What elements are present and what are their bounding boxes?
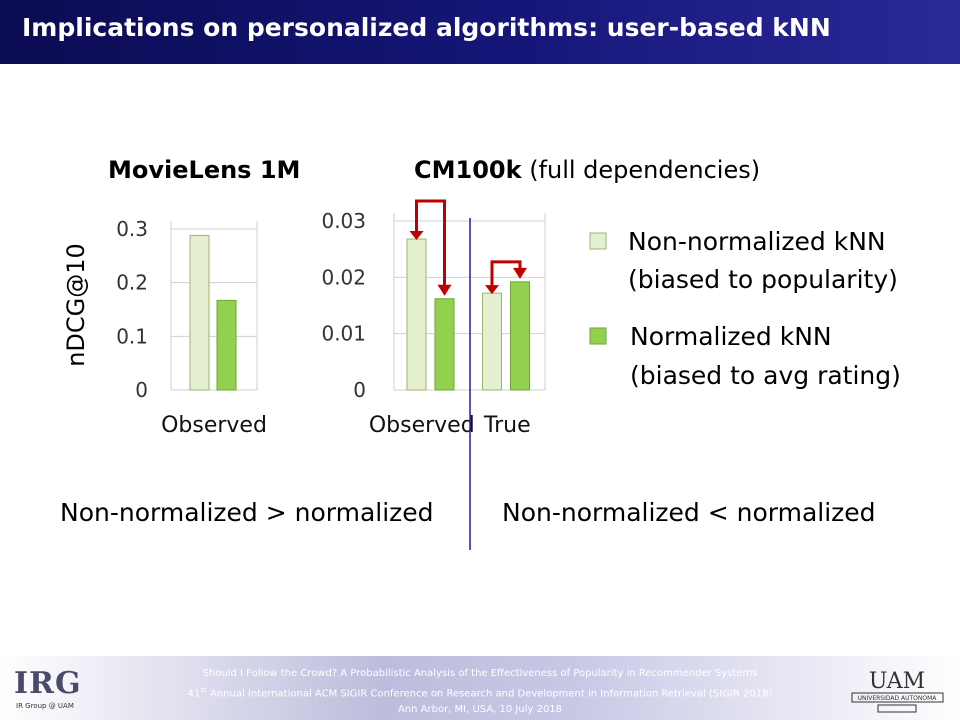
x-category-label: Observed: [161, 413, 267, 438]
bar: [189, 234, 210, 391]
footer-line3: Ann Arbor, MI, USA, 10 July 2018: [397, 704, 563, 716]
y-axis-label: nDCG@10: [62, 243, 90, 367]
legend-normalized-line2: (biased to avg rating): [630, 361, 901, 390]
legend-non-normalized-line1: Non-normalized kNN: [628, 227, 886, 256]
conclusion-right: Non-normalized < normalized: [502, 498, 876, 527]
chart2-title-rest: (full dependencies): [522, 156, 761, 184]
irg-caption: IR Group @ UAM: [16, 702, 74, 710]
arrow-tail-head: [409, 231, 424, 241]
y-tick-label: 0.2: [116, 271, 148, 295]
footer-line1: Should I Follow the Crowd? A Probabilist…: [202, 668, 758, 679]
arrow-head: [437, 284, 452, 296]
chart2-title-bold: CM100k: [414, 156, 523, 184]
irg-logo: IRG: [14, 666, 82, 701]
change-arrow: [415, 199, 446, 287]
title-bar: Implications on personalized algorithms:…: [0, 0, 960, 64]
footer-line2: 41st Annual International ACM SIGIR Conf…: [120, 682, 840, 702]
arrow-head: [513, 267, 527, 279]
legend-swatch-normalized: [589, 327, 607, 345]
legend-normalized-line1: Normalized kNN: [630, 322, 832, 351]
footer-line2-num: 41: [187, 688, 201, 700]
slide-title: Implications on personalized algorithms:…: [22, 13, 831, 42]
uam-caption: UNIVERSIDAD AUTONOMA: [858, 695, 938, 702]
y-tick-label: 0.02: [321, 265, 366, 289]
arrow-tail-head: [485, 285, 499, 295]
uam-logo: UAM UNIVERSIDAD AUTONOMA: [851, 669, 944, 713]
bar: [406, 238, 427, 391]
x-category-label: Observed: [369, 413, 475, 438]
x-category-label: True: [483, 413, 531, 438]
conclusion-left: Non-normalized > normalized: [60, 498, 434, 527]
bar: [482, 292, 502, 391]
chart-movielens: 0 0.1 0.2 0.3 Observed: [116, 217, 267, 438]
bar: [216, 299, 237, 391]
chart1-title: MovieLens 1M: [108, 156, 300, 184]
charts-area: MovieLens 1M CM100k (full dependencies) …: [60, 156, 901, 550]
uam-logo-text: UAM: [869, 669, 925, 694]
footer-line2-sup: st: [200, 686, 207, 694]
y-tick-label: 0.01: [321, 322, 366, 346]
y-tick-label: 0: [135, 378, 148, 402]
footer-line2-rest: Annual International ACM SIGIR Conferenc…: [206, 688, 773, 700]
bar: [434, 298, 455, 391]
legend-swatch-non-normalized: [589, 232, 607, 250]
footer-text: Should I Follow the Crowd? A Probabilist…: [120, 666, 840, 718]
y-tick-label: 0.3: [116, 217, 148, 241]
legend-non-normalized-line2: (biased to popularity): [628, 265, 898, 294]
bar: [510, 281, 530, 391]
change-arrow: [490, 260, 522, 288]
chart2-title: CM100k (full dependencies): [414, 156, 760, 184]
chart-cm100k: 0 0.01 0.02 0.03 Observed True: [321, 209, 546, 438]
y-tick-label: 0: [353, 378, 366, 402]
arrows: [409, 199, 527, 296]
y-tick-label: 0.03: [321, 209, 366, 233]
footer: IRG IR Group @ UAM Should I Follow the C…: [0, 656, 960, 720]
chart1-title-bold: MovieLens 1M: [108, 156, 300, 184]
y-tick-label: 0.1: [116, 324, 148, 348]
